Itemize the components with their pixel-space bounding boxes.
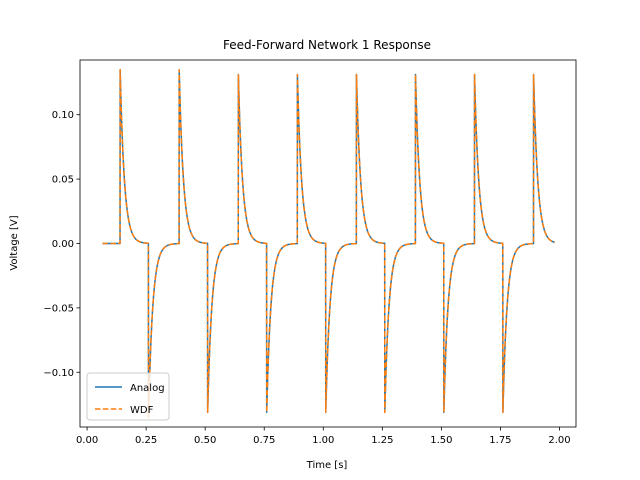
y-tick-label: −0.05 <box>43 303 74 314</box>
x-tick-label: 1.50 <box>430 435 452 446</box>
legend: Analog WDF <box>86 372 170 421</box>
series-layer <box>101 68 556 418</box>
plot-background <box>80 60 576 427</box>
chart-title: Feed-Forward Network 1 Response <box>223 38 431 52</box>
legend-box <box>86 372 170 421</box>
x-tick-label: 1.00 <box>312 435 334 446</box>
x-tick-label: 1.25 <box>371 435 393 446</box>
y-tick-label: 0.05 <box>52 175 74 186</box>
x-tick-label: 0.50 <box>194 435 216 446</box>
x-axis-label: Time [s] <box>306 460 348 471</box>
x-tick-label: 2.00 <box>548 435 570 446</box>
y-axis: −0.10 −0.05 0.00 0.05 0.10 <box>43 110 80 379</box>
x-tick-label: 0.25 <box>135 435 157 446</box>
legend-label-wdf: WDF <box>130 405 154 416</box>
y-tick-label: 0.10 <box>52 110 74 121</box>
series-line-wdf <box>101 68 556 418</box>
y-tick-label: −0.10 <box>43 368 74 379</box>
x-tick-label: 0.75 <box>253 435 275 446</box>
x-tick-label: 1.75 <box>489 435 511 446</box>
y-tick-label: 0.00 <box>52 239 74 250</box>
y-axis-label: Voltage [V] <box>9 215 20 270</box>
x-axis: 0.00 0.25 0.50 0.75 1.00 1.25 1.50 1.75 2.00 <box>76 427 571 446</box>
legend-label-analog: Analog <box>130 383 165 394</box>
x-tick-label: 0.00 <box>76 435 98 446</box>
plot-area <box>79 59 577 428</box>
